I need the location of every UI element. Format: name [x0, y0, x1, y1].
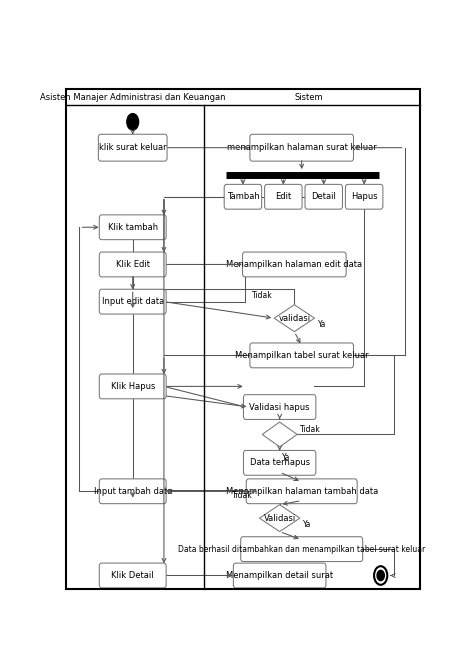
Circle shape — [127, 113, 138, 130]
FancyBboxPatch shape — [250, 134, 354, 161]
Text: Input tambah data: Input tambah data — [93, 486, 172, 496]
Text: Klik Detail: Klik Detail — [111, 571, 154, 580]
Text: Menampilkan halaman edit data: Menampilkan halaman edit data — [226, 260, 363, 269]
Circle shape — [374, 566, 387, 585]
FancyBboxPatch shape — [233, 563, 326, 588]
Text: Validasi: Validasi — [264, 513, 296, 523]
FancyBboxPatch shape — [264, 185, 302, 209]
Text: Tidak: Tidak — [252, 291, 273, 300]
Text: Menampilkan tabel surat keluar: Menampilkan tabel surat keluar — [235, 351, 368, 360]
Text: Input edit data: Input edit data — [101, 297, 164, 306]
FancyBboxPatch shape — [246, 479, 357, 504]
Text: Validasi hapus: Validasi hapus — [249, 403, 310, 411]
Text: Menampilkan detail surat: Menampilkan detail surat — [226, 571, 333, 580]
Text: Hapus: Hapus — [351, 193, 377, 201]
Text: Detail: Detail — [311, 193, 336, 201]
Text: Ya: Ya — [318, 320, 326, 329]
Text: Sistem: Sistem — [295, 93, 323, 102]
Text: Edit: Edit — [275, 193, 292, 201]
Text: Klik Hapus: Klik Hapus — [110, 382, 155, 391]
FancyBboxPatch shape — [243, 252, 346, 277]
Text: klik surat keluar: klik surat keluar — [99, 143, 166, 152]
Text: Ya: Ya — [282, 453, 290, 462]
Text: Tambah: Tambah — [227, 193, 259, 201]
Text: Klik Edit: Klik Edit — [116, 260, 150, 269]
FancyBboxPatch shape — [241, 537, 363, 562]
Text: Klik tambah: Klik tambah — [108, 223, 158, 231]
FancyBboxPatch shape — [99, 134, 167, 161]
FancyBboxPatch shape — [244, 450, 316, 475]
FancyBboxPatch shape — [99, 252, 166, 277]
FancyBboxPatch shape — [99, 563, 166, 588]
Text: Ya: Ya — [303, 520, 311, 529]
FancyBboxPatch shape — [99, 479, 166, 504]
FancyBboxPatch shape — [224, 185, 262, 209]
FancyBboxPatch shape — [244, 395, 316, 419]
Text: Asisten Manajer Administrasi dan Keuangan: Asisten Manajer Administrasi dan Keuanga… — [40, 93, 226, 102]
FancyBboxPatch shape — [346, 185, 383, 209]
Polygon shape — [274, 305, 315, 331]
FancyBboxPatch shape — [99, 215, 166, 240]
FancyBboxPatch shape — [250, 343, 354, 368]
Polygon shape — [262, 422, 297, 447]
FancyBboxPatch shape — [305, 185, 343, 209]
Text: Data terhapus: Data terhapus — [250, 458, 310, 468]
Text: validasi: validasi — [278, 313, 310, 323]
Text: menampilkan halaman surat keluar: menampilkan halaman surat keluar — [227, 143, 376, 152]
FancyBboxPatch shape — [99, 289, 166, 314]
Circle shape — [377, 570, 384, 580]
Text: Tidak: Tidak — [232, 491, 253, 500]
Text: Data berhasil ditambahkan dan menampilkan tabel surat keluar: Data berhasil ditambahkan dan menampilka… — [178, 545, 425, 554]
Polygon shape — [259, 505, 300, 531]
Text: Menampilkan halaman tambah data: Menampilkan halaman tambah data — [226, 486, 378, 496]
FancyBboxPatch shape — [99, 374, 166, 399]
Text: Tidak: Tidak — [300, 425, 321, 433]
